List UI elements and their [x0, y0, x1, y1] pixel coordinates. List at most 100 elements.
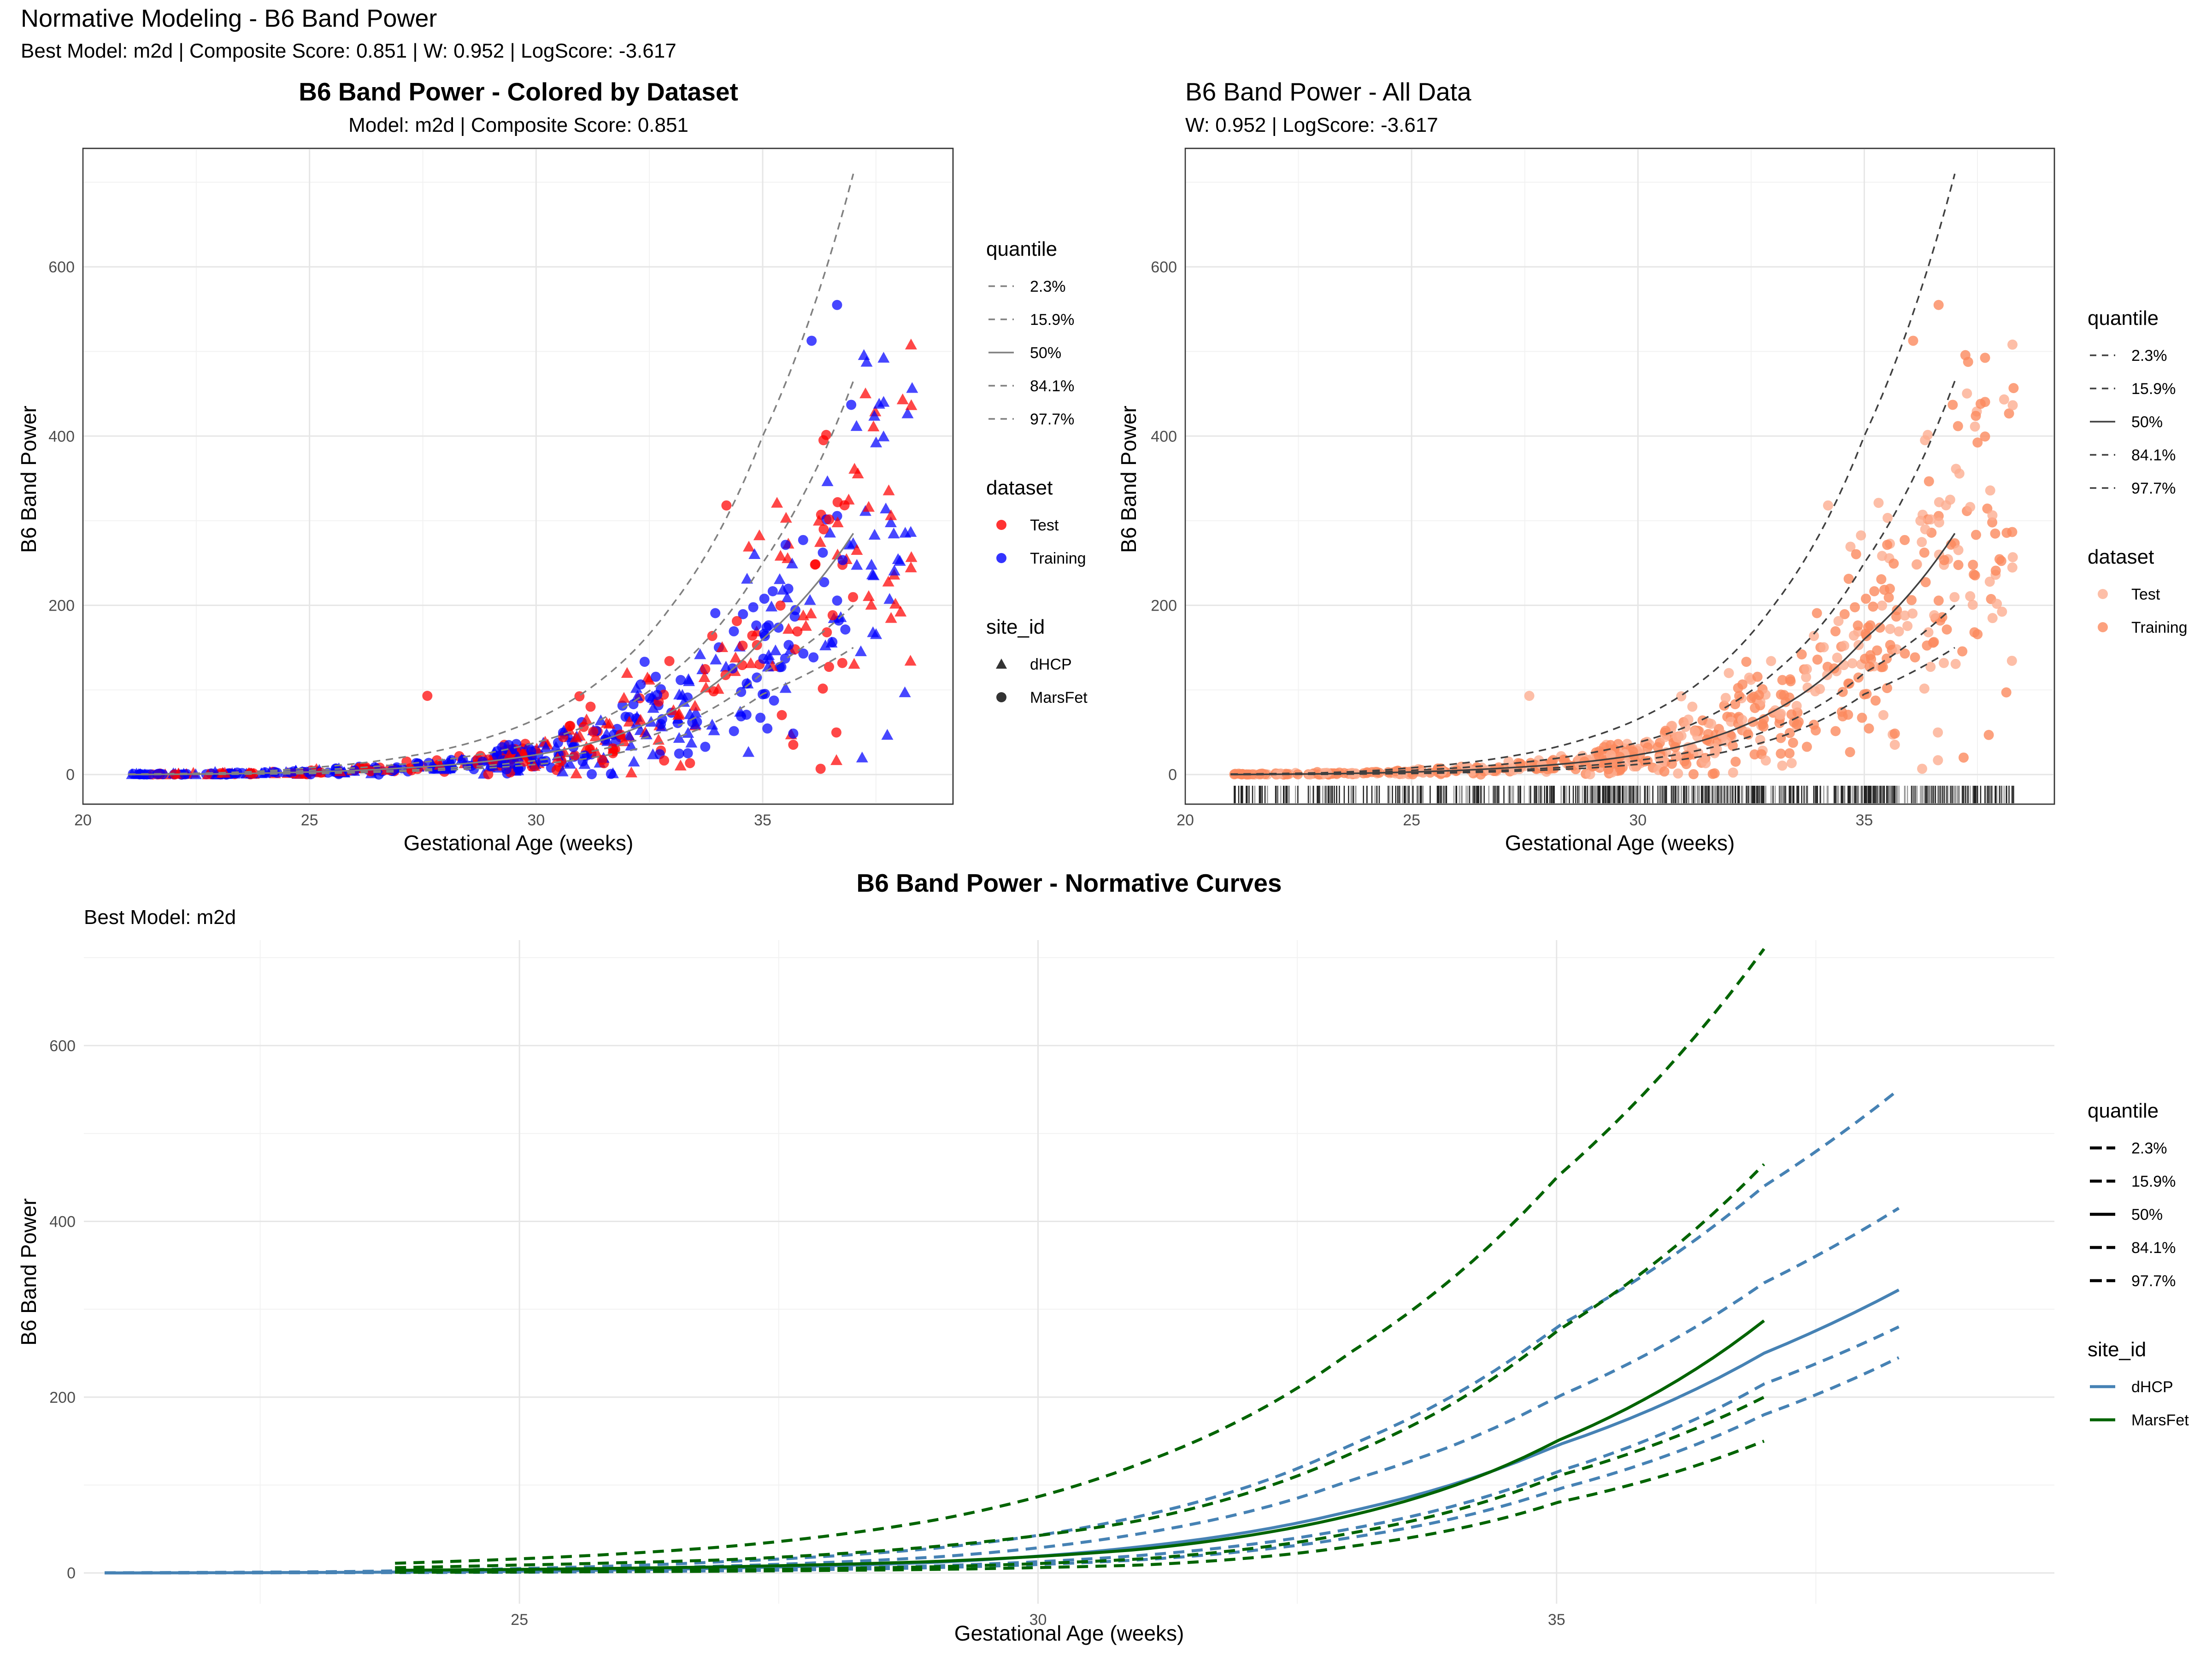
- panel-b-point: [1868, 601, 1878, 612]
- panel-b-legend-title: quantile: [2088, 307, 2159, 329]
- panel-a-legend-key: [996, 692, 1006, 702]
- panel-a-point-dhcp: [905, 399, 918, 410]
- panel-b-point: [1730, 756, 1741, 767]
- panel-b-point: [1957, 646, 1968, 657]
- panel-c-xtick-label: 35: [1548, 1611, 1565, 1629]
- panel-a-point-dhcp: [590, 747, 603, 758]
- panel-b-point: [1963, 357, 1973, 367]
- panel-b-point: [1654, 753, 1665, 764]
- panel-a-point: [832, 595, 842, 606]
- panel-c-legend-item: 97.7%: [2131, 1272, 2176, 1290]
- panel-b-point: [1965, 591, 1976, 601]
- panel-b-point: [1776, 708, 1786, 719]
- panel-a-subtitle: Model: m2d | Composite Score: 0.851: [348, 114, 688, 136]
- panel-a-point-dhcp: [867, 420, 880, 432]
- panel-a-point-dhcp: [892, 553, 904, 564]
- panel-b-point: [1959, 752, 1969, 763]
- panel-b-point: [2001, 687, 2012, 698]
- panel-a-point: [639, 657, 650, 667]
- panel-b-point: [1889, 740, 1900, 750]
- panel-a-point: [700, 664, 711, 675]
- panel-a-point-dhcp: [883, 593, 896, 604]
- panel-a-point: [775, 600, 786, 611]
- panel-b-point: [1949, 592, 1960, 602]
- panel-b-point: [1861, 594, 1871, 604]
- panel-a-point: [808, 652, 819, 663]
- panel-b-point: [1687, 701, 1698, 712]
- panel-a-point: [729, 626, 739, 636]
- panel-b-point: [1920, 524, 1930, 535]
- panel-a-point-dhcp: [710, 653, 722, 665]
- panel-c-legend-item: 15.9%: [2131, 1173, 2176, 1190]
- panel-b-legend-key: [2098, 622, 2108, 632]
- panel-b-point: [1774, 718, 1785, 729]
- panel-b-point: [1784, 728, 1795, 738]
- panel-a-point-dhcp: [606, 767, 619, 778]
- panel-b-point: [1776, 733, 1786, 743]
- panel-b-quantile-curve: [1230, 381, 1956, 776]
- panel-b-point: [1525, 758, 1536, 768]
- panel-b-point: [1951, 464, 1961, 474]
- panel-a-point: [764, 620, 774, 630]
- panel-a-point: [729, 726, 739, 736]
- panel-a-point-dhcp: [880, 502, 892, 514]
- panel-b-point: [1919, 683, 1930, 694]
- panel-b-point: [1673, 768, 1683, 779]
- panel-b-point: [2007, 562, 2018, 573]
- panel-a-point-dhcp: [774, 550, 787, 561]
- panel-a-point-dhcp: [700, 682, 712, 693]
- panel-a-point-dhcp: [850, 420, 863, 431]
- panel-a-point: [483, 769, 494, 780]
- panel-a-point-dhcp: [901, 407, 914, 418]
- panel-b-point: [1939, 658, 1949, 668]
- panel-a-point-dhcp: [848, 463, 861, 474]
- panel-a-legend-title: dataset: [986, 477, 1053, 499]
- panel-b-point: [1917, 764, 1928, 774]
- panel-a-point-dhcp: [580, 713, 593, 724]
- panel-b-point: [1894, 626, 1904, 637]
- panel-a-quantile-curve: [128, 381, 854, 776]
- panel-b-title: B6 Band Power - All Data: [1185, 77, 1471, 106]
- panel-a-point-dhcp: [777, 583, 789, 595]
- panel-b-point: [1786, 709, 1797, 720]
- panel-b-point: [1965, 502, 1976, 512]
- panel-a-legend-item: 50%: [1030, 344, 1061, 362]
- panel-a-point-dhcp: [630, 682, 642, 693]
- panel-b-point: [1847, 658, 1858, 669]
- panel-a-point: [422, 690, 433, 701]
- panel-b-xtick-label: 30: [1629, 812, 1647, 829]
- panel-a-point-dhcp: [831, 516, 844, 528]
- panel-a-point-dhcp: [742, 541, 755, 552]
- panel-b-point: [2008, 383, 2019, 394]
- panel-b-point: [1924, 476, 1934, 487]
- panel-b-point: [1801, 741, 1812, 752]
- panel-a-point: [628, 699, 639, 710]
- panel-a-legend-key: [996, 520, 1006, 530]
- panel-a-point-dhcp: [729, 652, 742, 663]
- panel-a-point: [731, 616, 742, 626]
- panel-a-point-dhcp: [497, 756, 510, 767]
- panel-b-point: [1970, 421, 1980, 432]
- panel-a-point-dhcp: [851, 544, 863, 555]
- panel-a-point-dhcp: [618, 735, 630, 747]
- panel-a-point: [790, 605, 800, 615]
- panel-a-point: [840, 624, 851, 635]
- panel-b-xtick-label: 35: [1856, 812, 1873, 829]
- panel-b-point: [1594, 751, 1604, 761]
- panel-a-point-dhcp: [884, 516, 897, 527]
- panel-a-point-dhcp: [804, 594, 816, 605]
- panel-a-point-dhcp: [863, 590, 875, 601]
- panel-b-point: [1766, 656, 1777, 666]
- panel-b-point: [1585, 769, 1595, 780]
- panel-a-point: [837, 555, 848, 565]
- panel-b-point: [1877, 662, 1888, 672]
- panel-a-legend-title: quantile: [986, 238, 1057, 260]
- panel-c-xtick-label: 30: [1030, 1611, 1047, 1629]
- panel-b-point: [1689, 726, 1700, 737]
- panel-b-ylabel: B6 Band Power: [1117, 406, 1141, 553]
- panel-a-point-dhcp: [130, 767, 143, 779]
- figure-subtitle: Best Model: m2d | Composite Score: 0.851…: [21, 40, 677, 62]
- panel-a-point-dhcp: [888, 565, 900, 576]
- panel-a-point-dhcp: [860, 356, 873, 367]
- panel-b-point: [1877, 551, 1888, 561]
